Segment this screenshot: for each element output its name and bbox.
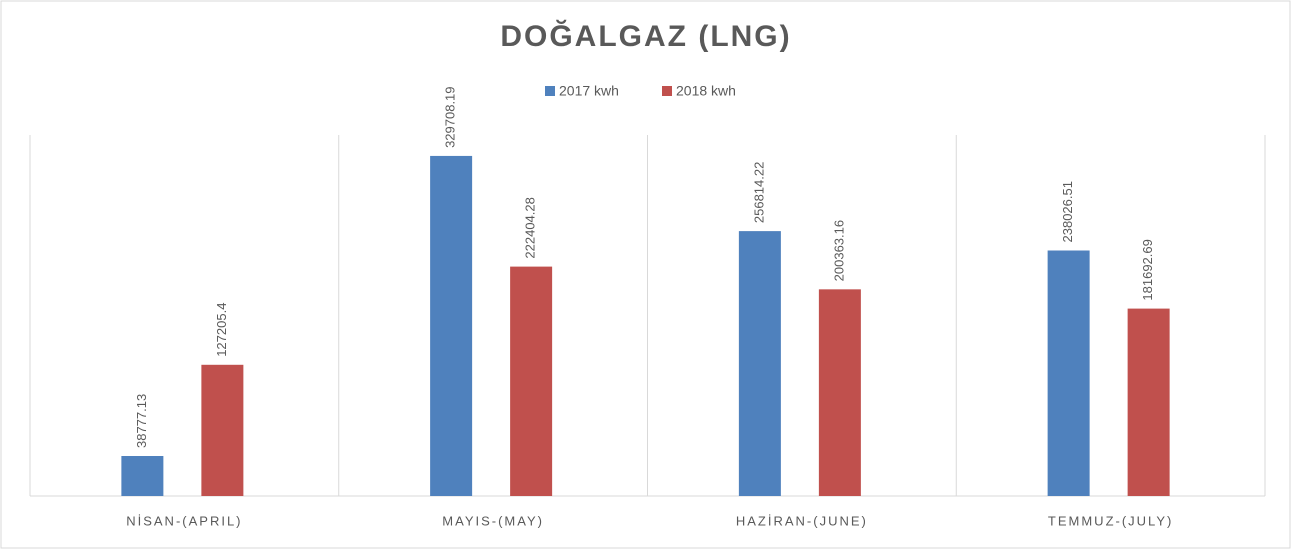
x-tick-label: TEMMUZ-(JULY) <box>1048 513 1173 528</box>
value-label: 238026.51 <box>1060 181 1075 242</box>
chart-title: DOĞALGAZ (LNG) <box>500 19 791 53</box>
x-tick-label: HAZİRAN-(JUNE) <box>736 513 868 528</box>
value-label: 38777.13 <box>134 394 149 448</box>
x-tick-label: NİSAN-(APRIL) <box>126 513 242 528</box>
bar <box>1047 250 1090 496</box>
bar <box>121 456 164 496</box>
x-tick-label: MAYIS-(MAY) <box>442 513 544 528</box>
bar <box>1127 308 1170 496</box>
legend-label: 2017 kwh <box>559 83 619 99</box>
bar <box>738 231 781 496</box>
value-label: 329708.19 <box>443 86 458 147</box>
bar <box>430 155 473 496</box>
value-label: 256814.22 <box>751 162 766 223</box>
legend-swatch <box>662 86 672 96</box>
legend-swatch <box>545 86 555 96</box>
value-label: 222404.28 <box>523 197 538 258</box>
bar <box>818 289 861 496</box>
value-label: 181692.69 <box>1140 239 1155 300</box>
bar <box>201 364 244 496</box>
bar <box>510 266 553 496</box>
value-label: 200363.16 <box>831 220 846 281</box>
value-label: 127205.4 <box>214 303 229 357</box>
legend-label: 2018 kwh <box>676 83 736 99</box>
